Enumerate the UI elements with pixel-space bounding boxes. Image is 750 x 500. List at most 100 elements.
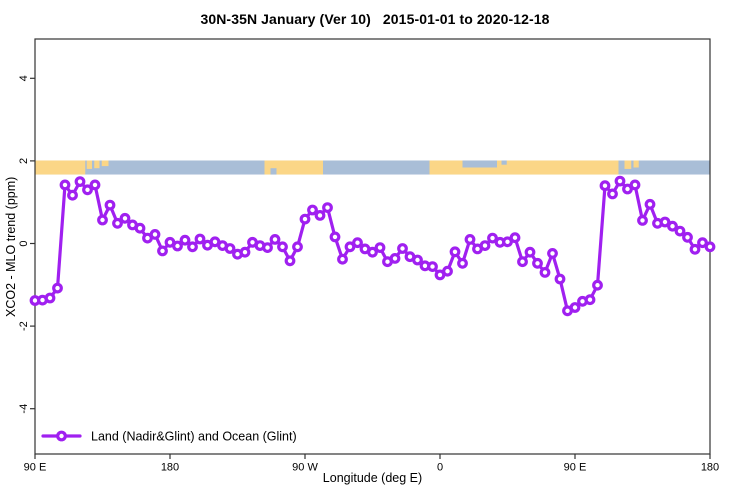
data-point-marker: [629, 179, 641, 191]
data-point-marker: [284, 255, 296, 267]
data-point-marker: [644, 198, 656, 210]
land-segment: [264, 160, 323, 175]
y-tick-label: -2: [18, 321, 30, 331]
data-point-marker: [614, 175, 626, 187]
data-point-marker: [569, 302, 581, 313]
land-segment: [86, 160, 92, 169]
data-point-marker: [659, 216, 671, 228]
data-point-marker: [674, 225, 686, 237]
data-point-marker: [412, 254, 423, 266]
data-point-marker: [667, 220, 678, 232]
data-point-marker: [367, 246, 378, 258]
legend-label: Land (Nadir&Glint) and Ocean (Glint): [91, 430, 297, 444]
land-segment: [101, 160, 109, 167]
data-point-marker: [149, 228, 161, 240]
land-segment: [633, 160, 639, 168]
data-point-marker: [389, 252, 401, 264]
data-point-marker: [427, 261, 438, 273]
data-point-marker: [67, 189, 78, 201]
land-segment: [35, 160, 86, 175]
y-axis-title: XCO2 - MLO trend (ppm): [4, 176, 18, 317]
data-point-marker: [82, 184, 93, 196]
data-point-marker: [194, 233, 206, 245]
data-point-marker: [592, 279, 603, 291]
chart-title: 30N-35N January (Ver 10) 2015-01-01 to 2…: [200, 11, 550, 27]
world-map-strip: [35, 160, 710, 175]
x-tick-label: 90 W: [292, 462, 318, 474]
data-point-marker: [449, 246, 461, 258]
data-point-marker: [329, 231, 341, 243]
data-series: [29, 175, 716, 317]
data-point-marker: [104, 199, 116, 211]
data-point-marker: [179, 234, 191, 246]
data-point-marker: [517, 256, 528, 268]
axes: 90 E 180 90 W 0 90 E 180 -4 -2 0 2 4: [18, 38, 719, 474]
data-point-marker: [584, 294, 596, 306]
data-point-marker: [637, 214, 648, 226]
land-segment: [429, 160, 619, 175]
data-point-marker: [172, 240, 183, 252]
data-point-marker: [539, 267, 551, 278]
data-point-marker: [119, 212, 131, 224]
data-point-marker: [89, 179, 101, 191]
data-point-marker: [262, 242, 273, 254]
data-point-marker: [157, 245, 168, 257]
data-point-marker: [112, 217, 123, 229]
data-point-marker: [74, 176, 86, 188]
data-point-marker: [224, 243, 236, 254]
data-point-marker: [524, 246, 536, 258]
data-point-marker: [307, 204, 318, 216]
data-point-marker: [502, 236, 513, 248]
data-point-marker: [704, 241, 716, 253]
data-point-marker: [464, 233, 476, 245]
x-tick-label: 180: [701, 462, 719, 474]
data-point-marker: [52, 282, 63, 294]
data-point-marker: [374, 242, 386, 254]
data-point-marker: [344, 241, 356, 253]
data-point-marker: [187, 241, 198, 253]
data-point-marker: [314, 209, 326, 221]
data-point-marker: [682, 231, 693, 243]
data-point-marker: [299, 213, 311, 225]
x-tick-label: 90 E: [564, 462, 587, 474]
ocean-patch: [270, 168, 277, 175]
data-point-marker: [277, 241, 288, 253]
y-tick-label: 0: [18, 240, 30, 246]
data-point-marker: [689, 243, 701, 255]
y-tick-label: 4: [18, 75, 30, 81]
data-point-marker: [622, 183, 633, 195]
plot-border: [34, 38, 711, 455]
ocean-patch: [501, 160, 507, 165]
data-point-marker: [509, 232, 521, 244]
data-point-marker: [547, 247, 558, 259]
land-segment: [624, 160, 632, 169]
data-point-marker: [44, 292, 56, 304]
data-point-marker: [532, 257, 543, 269]
x-tick-label: 0: [437, 462, 443, 474]
data-point-marker: [239, 246, 251, 258]
data-point-marker: [352, 237, 363, 249]
data-point-marker: [397, 243, 408, 254]
data-point-marker: [292, 241, 303, 253]
x-tick-label: 90 E: [24, 462, 47, 474]
y-tick-label: 2: [18, 158, 30, 164]
y-tick-label: -4: [18, 404, 30, 414]
data-point-marker: [134, 222, 146, 234]
data-point-marker: [457, 257, 468, 269]
data-point-marker: [607, 188, 618, 200]
x-axis-title: Longitude (deg E): [322, 471, 423, 485]
data-point-marker: [554, 273, 566, 285]
data-point-marker: [697, 237, 708, 249]
land-segment: [94, 160, 100, 169]
legend: Land (Nadir&Glint) and Ocean (Glint): [41, 430, 297, 444]
data-point-marker: [337, 253, 348, 265]
data-point-marker: [269, 233, 281, 245]
data-point-marker: [322, 202, 333, 214]
data-point-marker: [97, 214, 108, 226]
ocean-patch: [462, 160, 497, 168]
legend-marker-icon: [56, 430, 67, 442]
data-point-marker: [59, 179, 71, 191]
data-point-marker: [487, 232, 498, 244]
